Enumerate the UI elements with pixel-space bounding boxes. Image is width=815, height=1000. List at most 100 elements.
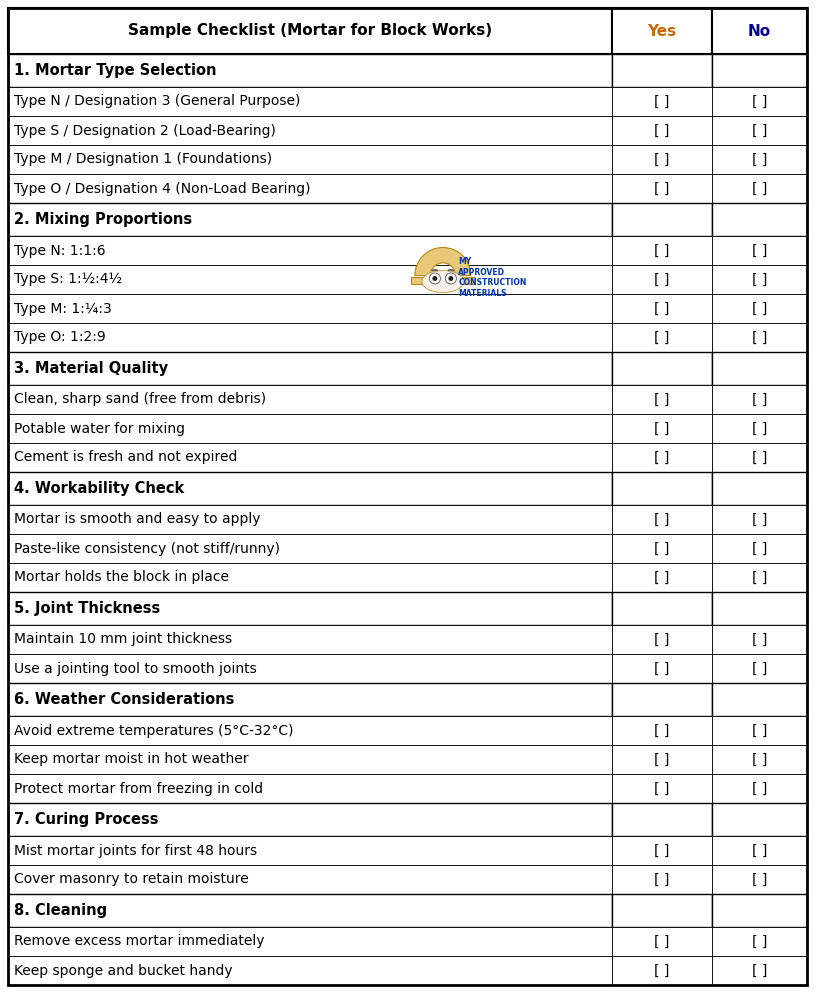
Bar <box>612 745 712 774</box>
Text: [ ]: [ ] <box>751 662 767 676</box>
Text: Type M / Designation 1 (Foundations): Type M / Designation 1 (Foundations) <box>14 152 272 166</box>
Bar <box>712 174 807 203</box>
Bar <box>612 323 712 352</box>
Bar <box>8 414 612 443</box>
Bar <box>8 472 612 505</box>
Circle shape <box>445 273 456 284</box>
Text: Sample Checklist (Mortar for Block Works): Sample Checklist (Mortar for Block Works… <box>128 23 492 38</box>
Text: Type N / Designation 3 (General Purpose): Type N / Designation 3 (General Purpose) <box>14 95 301 108</box>
Text: [ ]: [ ] <box>751 330 767 344</box>
Ellipse shape <box>422 270 464 292</box>
Text: Clean, sharp sand (free from debris): Clean, sharp sand (free from debris) <box>14 392 267 406</box>
Bar <box>8 716 612 745</box>
Text: 1. Mortar Type Selection: 1. Mortar Type Selection <box>14 63 217 78</box>
Bar <box>612 956 712 985</box>
Circle shape <box>448 276 453 281</box>
Text: [ ]: [ ] <box>751 782 767 796</box>
Bar <box>712 265 807 294</box>
Text: [ ]: [ ] <box>751 450 767 464</box>
Text: Yes: Yes <box>647 23 676 38</box>
Text: [ ]: [ ] <box>654 243 670 257</box>
Bar <box>712 836 807 865</box>
Text: [ ]: [ ] <box>751 272 767 286</box>
Bar <box>612 592 712 625</box>
Bar <box>612 654 712 683</box>
Text: Mortar is smooth and easy to apply: Mortar is smooth and easy to apply <box>14 512 261 526</box>
Text: [ ]: [ ] <box>751 243 767 257</box>
Text: [ ]: [ ] <box>654 964 670 978</box>
Bar <box>712 563 807 592</box>
Text: Maintain 10 mm joint thickness: Maintain 10 mm joint thickness <box>14 633 232 647</box>
Bar <box>712 87 807 116</box>
Bar <box>612 265 712 294</box>
Text: [ ]: [ ] <box>751 542 767 556</box>
Bar <box>8 865 612 894</box>
Bar <box>712 534 807 563</box>
Bar <box>712 54 807 87</box>
Bar <box>8 505 612 534</box>
Bar <box>612 683 712 716</box>
Text: [ ]: [ ] <box>654 302 670 316</box>
Bar <box>612 414 712 443</box>
Text: [ ]: [ ] <box>654 422 670 436</box>
Text: [ ]: [ ] <box>654 392 670 406</box>
Bar <box>8 534 612 563</box>
Text: [ ]: [ ] <box>654 182 670 196</box>
Bar <box>712 443 807 472</box>
Text: [ ]: [ ] <box>751 724 767 738</box>
Text: Type S / Designation 2 (Load-Bearing): Type S / Designation 2 (Load-Bearing) <box>14 123 275 137</box>
Text: Cement is fresh and not expired: Cement is fresh and not expired <box>14 450 237 464</box>
Text: Type N: 1:1:6: Type N: 1:1:6 <box>14 243 106 257</box>
Text: [ ]: [ ] <box>654 752 670 766</box>
Text: 6. Weather Considerations: 6. Weather Considerations <box>14 692 235 707</box>
Text: [ ]: [ ] <box>751 95 767 108</box>
Bar <box>8 625 612 654</box>
Text: [ ]: [ ] <box>654 152 670 166</box>
Bar <box>612 294 712 323</box>
Text: 8. Cleaning: 8. Cleaning <box>14 903 107 918</box>
Bar <box>8 956 612 985</box>
Bar <box>712 203 807 236</box>
Bar <box>712 145 807 174</box>
Bar <box>8 87 612 116</box>
Bar <box>712 956 807 985</box>
Text: [ ]: [ ] <box>654 662 670 676</box>
Text: [ ]: [ ] <box>654 512 670 526</box>
Text: [ ]: [ ] <box>654 633 670 647</box>
Text: [ ]: [ ] <box>654 450 670 464</box>
Text: [ ]: [ ] <box>654 872 670 886</box>
Text: [ ]: [ ] <box>654 95 670 108</box>
Bar <box>612 352 712 385</box>
Text: [ ]: [ ] <box>751 302 767 316</box>
Bar <box>612 563 712 592</box>
Text: Use a jointing tool to smooth joints: Use a jointing tool to smooth joints <box>14 662 257 676</box>
Text: 7. Curing Process: 7. Curing Process <box>14 812 158 827</box>
Bar <box>8 803 612 836</box>
Bar <box>712 625 807 654</box>
Bar <box>8 894 612 927</box>
Text: [ ]: [ ] <box>751 570 767 584</box>
Bar <box>712 894 807 927</box>
Bar <box>8 443 612 472</box>
Text: [ ]: [ ] <box>654 724 670 738</box>
Bar <box>712 745 807 774</box>
Circle shape <box>430 273 440 284</box>
Text: [ ]: [ ] <box>751 152 767 166</box>
Text: Remove excess mortar immediately: Remove excess mortar immediately <box>14 934 265 948</box>
Bar <box>8 836 612 865</box>
Text: Keep sponge and bucket handy: Keep sponge and bucket handy <box>14 964 232 978</box>
Bar <box>8 116 612 145</box>
Bar <box>8 745 612 774</box>
Bar <box>712 927 807 956</box>
Text: [ ]: [ ] <box>751 123 767 137</box>
Text: [ ]: [ ] <box>654 123 670 137</box>
Circle shape <box>433 276 438 281</box>
Text: Potable water for mixing: Potable water for mixing <box>14 422 185 436</box>
Bar <box>8 385 612 414</box>
Bar <box>8 927 612 956</box>
Text: [ ]: [ ] <box>751 512 767 526</box>
Bar <box>612 774 712 803</box>
Bar <box>612 716 712 745</box>
Bar <box>612 803 712 836</box>
Text: Cover masonry to retain moisture: Cover masonry to retain moisture <box>14 872 249 886</box>
